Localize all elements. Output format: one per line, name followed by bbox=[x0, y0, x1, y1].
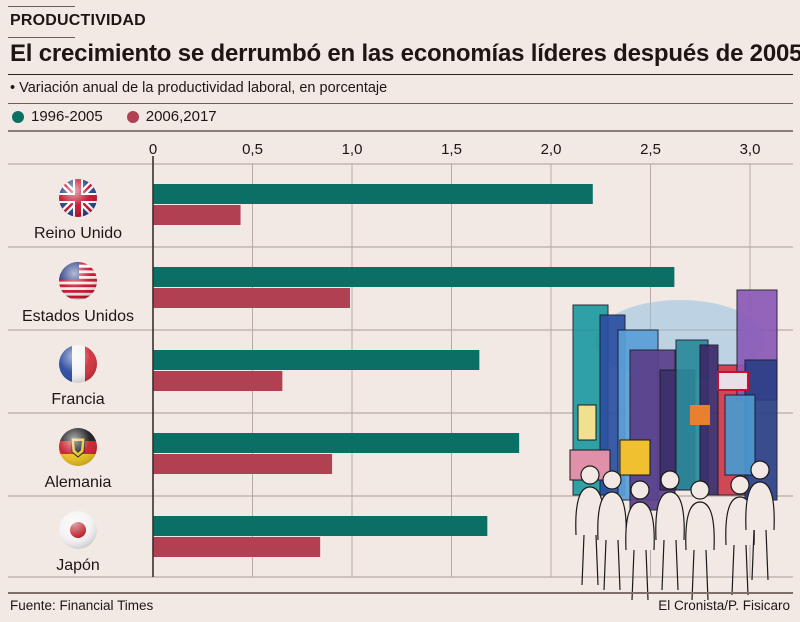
x-tick-label: 1,0 bbox=[342, 141, 363, 158]
legend-label-1996-2005: 1996-2005 bbox=[31, 108, 103, 125]
kicker: PRODUCTIVIDAD bbox=[10, 12, 146, 29]
chart-subtitle: • Variación anual de la productividad la… bbox=[10, 80, 388, 96]
x-tick-label: 0 bbox=[149, 141, 157, 158]
bar-1996-2005-4 bbox=[153, 516, 488, 536]
source-note: Fuente: Financial Times bbox=[10, 598, 154, 613]
germany-flag-icon bbox=[59, 428, 97, 466]
category-label: Alemania bbox=[45, 474, 112, 491]
x-tick-label: 2,5 bbox=[640, 141, 661, 158]
bar-1996-2005-3 bbox=[153, 433, 520, 453]
legend-rule bbox=[8, 130, 793, 132]
uk-flag-icon bbox=[59, 179, 97, 217]
bar-2006-2017-1 bbox=[153, 288, 351, 308]
title-rule bbox=[8, 74, 793, 75]
category-label: Japón bbox=[56, 557, 100, 574]
us-flag-icon bbox=[59, 262, 97, 300]
legend-swatch-1996-2005 bbox=[12, 110, 24, 123]
category-label: Reino Unido bbox=[34, 225, 122, 242]
credit-note: El Cronista/P. Fisicaro bbox=[658, 598, 790, 613]
bar-2006-2017-2 bbox=[153, 371, 283, 391]
japan-flag-icon bbox=[59, 511, 97, 549]
x-tick-label: 0,5 bbox=[242, 141, 263, 158]
times-square-illustration bbox=[569, 289, 778, 601]
legend-label-2006-2017: 2006,2017 bbox=[145, 108, 217, 125]
legend: 1996-2005 2006,2017 bbox=[12, 108, 217, 125]
category-label: Francia bbox=[51, 391, 104, 408]
bar-2006-2017-3 bbox=[153, 454, 333, 474]
bar-2006-2017-4 bbox=[153, 537, 321, 557]
subtitle-rule bbox=[8, 103, 793, 104]
x-tick-label: 2,0 bbox=[541, 141, 562, 158]
chart-title: El crecimiento se derrumbó en las econom… bbox=[10, 40, 800, 67]
legend-swatch-2006-2017 bbox=[126, 110, 139, 123]
kicker-top-rule bbox=[8, 6, 75, 7]
bar-1996-2005-0 bbox=[153, 184, 593, 204]
kicker-bottom-rule bbox=[8, 37, 75, 38]
footer-rule bbox=[8, 592, 793, 594]
x-tick-label: 1,5 bbox=[441, 141, 462, 158]
bar-1996-2005-2 bbox=[153, 350, 480, 370]
bar-2006-2017-0 bbox=[153, 205, 241, 225]
france-flag-icon bbox=[59, 345, 97, 383]
bar-1996-2005-1 bbox=[153, 267, 675, 287]
x-tick-label: 3,0 bbox=[740, 141, 761, 158]
category-label: Estados Unidos bbox=[22, 308, 134, 325]
